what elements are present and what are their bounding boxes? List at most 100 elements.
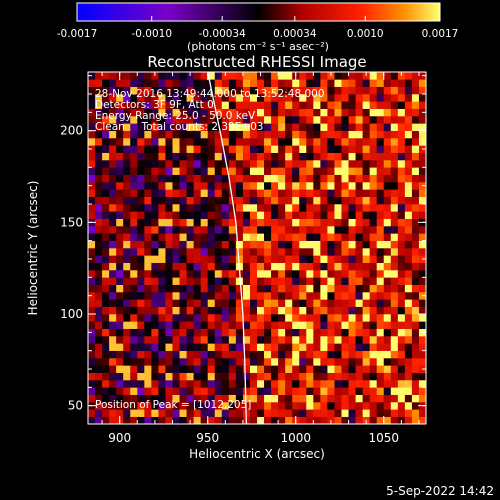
heatmap-cell xyxy=(144,394,152,403)
heatmap-cell xyxy=(88,262,96,271)
heatmap-cell xyxy=(200,306,209,315)
heatmap-cell xyxy=(397,387,406,395)
heatmap-cell xyxy=(404,145,413,153)
heatmap-cell xyxy=(235,387,244,395)
heatmap-cell xyxy=(355,79,363,87)
heatmap-cell xyxy=(165,416,173,424)
heatmap-cell xyxy=(271,226,279,234)
heatmap-cell xyxy=(102,204,110,212)
heatmap-cell xyxy=(404,409,413,417)
heatmap-cell xyxy=(327,86,335,95)
heatmap-cell xyxy=(285,123,293,131)
heatmap-cell xyxy=(221,86,230,95)
heatmap-cell xyxy=(285,387,293,395)
heatmap-cell xyxy=(397,306,406,315)
heatmap-cell xyxy=(348,240,356,249)
heatmap-cell xyxy=(151,402,159,410)
heatmap-cell xyxy=(235,145,244,153)
heatmap-cell xyxy=(200,152,209,161)
heatmap-cell xyxy=(207,314,216,322)
heatmap-cell xyxy=(390,240,399,249)
heatmap-cell xyxy=(306,79,314,87)
heatmap-cell xyxy=(404,255,413,263)
heatmap-cell xyxy=(320,86,328,95)
annotation-algorithm: Clean Total counts: 2.39E+03 xyxy=(95,121,264,133)
heatmap-cell xyxy=(292,240,300,249)
heatmap-cell xyxy=(109,277,117,285)
heatmap-cell xyxy=(249,72,258,80)
heatmap-cell xyxy=(320,226,328,234)
heatmap-cell xyxy=(341,292,349,300)
heatmap-cell xyxy=(242,292,251,300)
heatmap-cell xyxy=(376,248,385,256)
heatmap-cell xyxy=(249,123,258,131)
heatmap-cell xyxy=(144,372,152,381)
heatmap-cell xyxy=(158,182,166,190)
heatmap-cell xyxy=(404,226,413,234)
heatmap-cell xyxy=(285,321,293,329)
heatmap-cell xyxy=(116,380,124,388)
heatmap-cell xyxy=(130,365,138,373)
heatmap-cell xyxy=(292,306,300,315)
heatmap-cell xyxy=(214,233,223,241)
heatmap-cell xyxy=(348,248,356,256)
heatmap-cell xyxy=(264,116,272,124)
heatmap-cell xyxy=(193,321,201,329)
heatmap-cell xyxy=(376,94,385,102)
heatmap-cell xyxy=(341,152,349,161)
heatmap-cell xyxy=(327,336,335,344)
heatmap-cell xyxy=(278,182,286,190)
heatmap-cell xyxy=(264,204,272,212)
heatmap-cell xyxy=(151,292,159,300)
heatmap-cell xyxy=(95,233,103,241)
heatmap-cell xyxy=(102,394,110,403)
heatmap-cell xyxy=(123,372,131,381)
heatmap-image xyxy=(88,72,426,424)
heatmap-cell xyxy=(242,262,251,271)
heatmap-cell xyxy=(369,79,378,87)
heatmap-cell xyxy=(376,358,385,366)
heatmap-cell xyxy=(292,130,300,139)
heatmap-cell xyxy=(179,130,187,139)
heatmap-cell xyxy=(242,86,251,95)
heatmap-cell xyxy=(137,86,145,95)
heatmap-cell xyxy=(186,116,194,124)
heatmap-cell xyxy=(88,116,96,124)
y-tick-label: 50 xyxy=(68,399,83,413)
heatmap-cell xyxy=(334,167,342,175)
heatmap-cell xyxy=(334,204,342,212)
heatmap-cell xyxy=(411,255,420,263)
heatmap-cell xyxy=(242,167,251,175)
heatmap-cell xyxy=(123,240,131,249)
heatmap-cell xyxy=(235,380,244,388)
heatmap-cell xyxy=(228,145,237,153)
heatmap-cell xyxy=(257,167,265,175)
heatmap-cell xyxy=(320,116,328,124)
heatmap-cell xyxy=(130,262,138,271)
heatmap-cell xyxy=(376,182,385,190)
heatmap-cell xyxy=(242,94,251,102)
heatmap-cell xyxy=(200,138,209,146)
heatmap-cell xyxy=(165,409,173,417)
heatmap-cell xyxy=(404,270,413,278)
heatmap-cell xyxy=(95,387,103,395)
heatmap-cell xyxy=(390,387,399,395)
heatmap-cell xyxy=(411,277,420,285)
heatmap-cell xyxy=(397,189,406,197)
heatmap-cell xyxy=(123,152,131,161)
heatmap-cell xyxy=(313,336,321,344)
heatmap-cell xyxy=(144,284,152,293)
heatmap-cell xyxy=(102,262,110,271)
heatmap-cell xyxy=(242,226,251,234)
heatmap-cell xyxy=(214,145,223,153)
heatmap-cell xyxy=(193,358,201,366)
heatmap-cell xyxy=(207,72,216,80)
heatmap-cell xyxy=(158,306,166,315)
heatmap-cell xyxy=(341,248,349,256)
heatmap-cell xyxy=(383,233,392,241)
heatmap-cell xyxy=(207,130,216,139)
heatmap-cell xyxy=(341,394,349,403)
heatmap-cell xyxy=(123,204,131,212)
heatmap-cell xyxy=(285,116,293,124)
heatmap-cell xyxy=(376,123,385,131)
